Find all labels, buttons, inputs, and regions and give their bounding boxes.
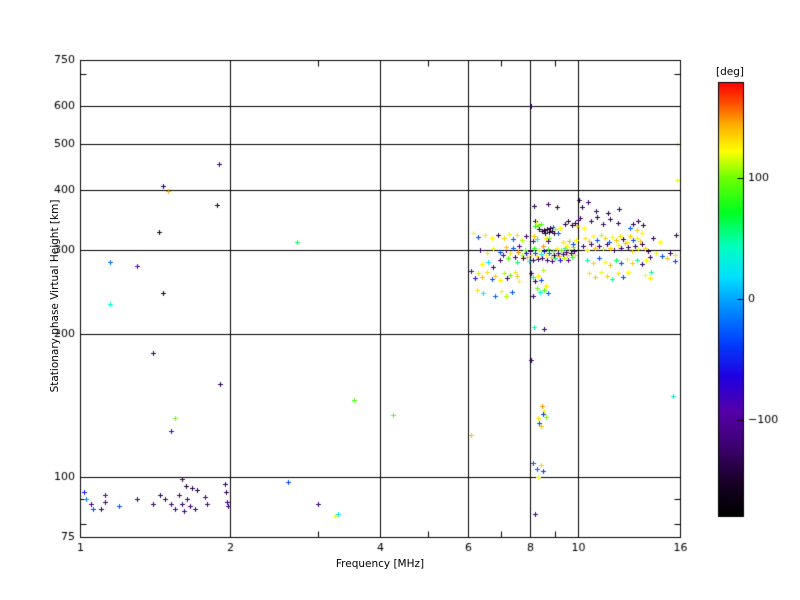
ionogram-figure: Tromsø 20151107 05:22:00−05:23:43 RwPret… [0, 0, 800, 600]
scatter-plot-canvas [0, 0, 800, 600]
